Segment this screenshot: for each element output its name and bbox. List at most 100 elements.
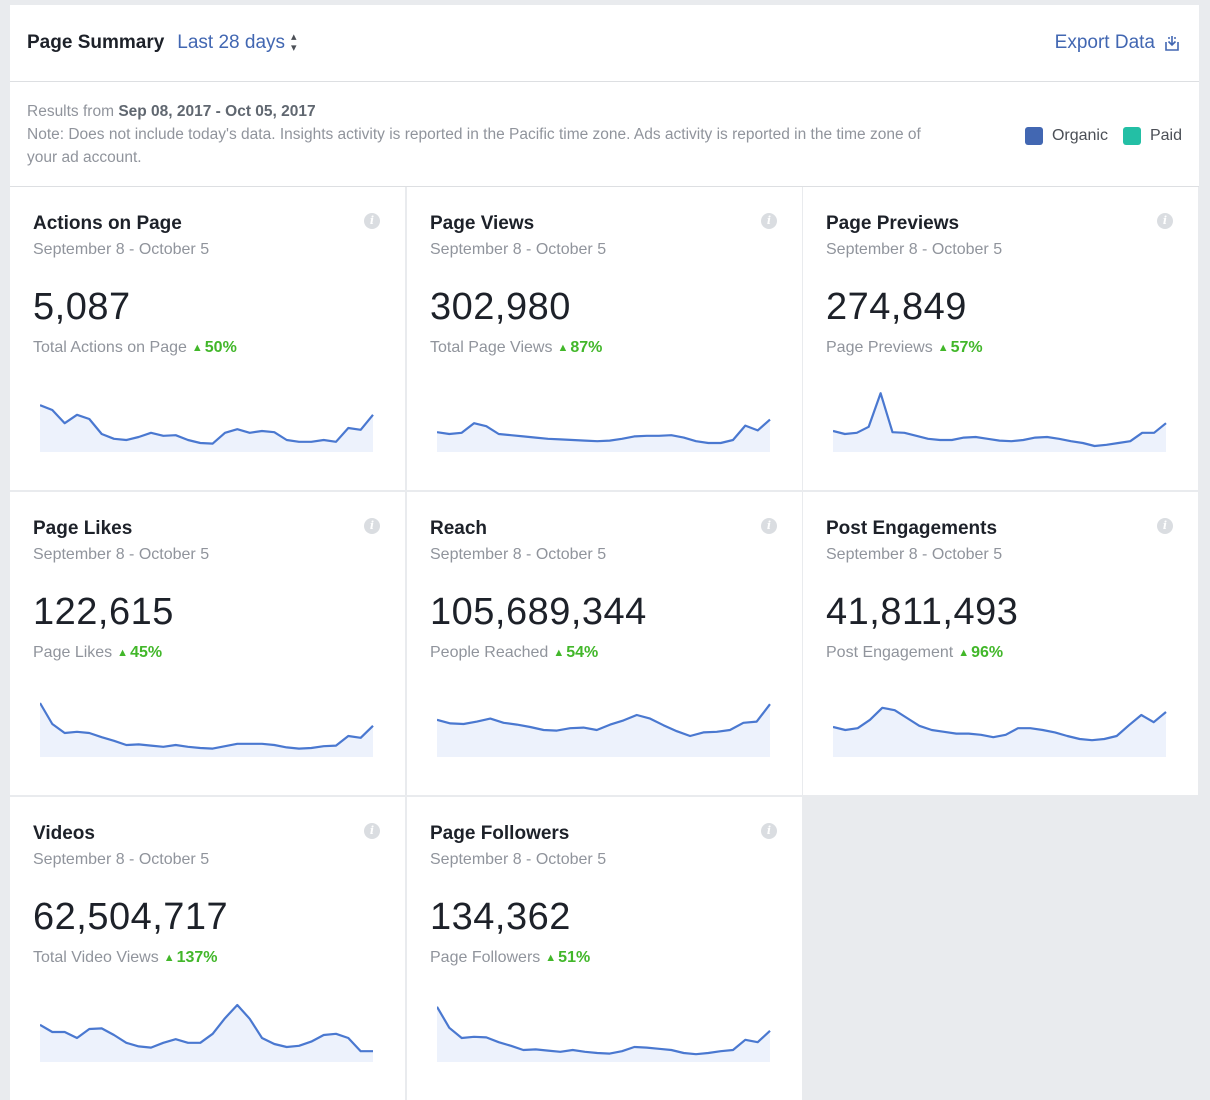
sparkline-line (40, 404, 374, 445)
metric-change-pct: 51% (558, 949, 591, 966)
metric-change-pct: 45% (130, 644, 163, 661)
metric-change: ▲ 45% (117, 644, 162, 662)
sparkline-line (833, 392, 1167, 448)
info-icon[interactable]: i (364, 823, 380, 839)
sparkline-area (833, 393, 1166, 452)
metric-date-range: September 8 - October 5 (33, 851, 210, 868)
metric-change: ▲ 54% (553, 644, 598, 662)
sparkline-chart (833, 706, 1167, 757)
up-arrow-icon: ▲ (191, 342, 203, 354)
metric-sub-label: Post Engagement (826, 644, 954, 661)
sparkline-area (833, 707, 1166, 757)
metric-title: Post Engagements (826, 518, 998, 539)
info-icon[interactable]: i (761, 823, 777, 839)
date-range-dropdown[interactable]: Last 28 days ▴ ▾ (177, 32, 296, 54)
metric-sub-label: Total Video Views (33, 949, 159, 966)
metric-title: Page Previews (826, 213, 960, 234)
metric-subtitle: Total Page Views ▲ 87% (430, 339, 602, 357)
metric-value: 105,689,344 (430, 591, 647, 633)
metric-card[interactable]: Post Engagements September 8 - October 5 i… (803, 492, 1198, 795)
metric-title: Reach (430, 518, 488, 539)
metric-title: Page Followers (430, 823, 570, 844)
sparkline-chart (437, 418, 771, 452)
up-arrow-icon: ▲ (545, 952, 557, 964)
sparkline-line (437, 1006, 771, 1056)
info-icon[interactable]: i (364, 518, 380, 534)
legend-paid-label: Paid (1149, 127, 1182, 144)
metric-title: Actions on Page (33, 213, 182, 234)
metric-title: Page Likes (33, 518, 133, 539)
metric-title: Videos (33, 823, 95, 844)
results-dates: Sep 08, 2017 - Oct 05, 2017 (118, 103, 316, 120)
metric-card[interactable]: Page Followers September 8 - October 5 i 13… (407, 797, 802, 1100)
paid-swatch (1122, 126, 1141, 145)
info-icon[interactable]: i (761, 518, 777, 534)
metric-change: ▲ 96% (958, 644, 1003, 662)
metric-card[interactable]: Reach September 8 - October 5 i 105,689,344… (407, 492, 802, 795)
metric-value: 302,980 (430, 286, 571, 328)
sort-caret-icon: ▴ ▾ (291, 31, 297, 54)
sparkline-line (833, 706, 1167, 742)
legend: Organic Paid (1010, 124, 1182, 147)
legend-organic: Organic (1024, 124, 1108, 147)
export-data-button[interactable]: Export Data (1055, 32, 1181, 54)
metric-change-pct: 96% (971, 644, 1004, 661)
metric-change: ▲ 87% (557, 339, 602, 357)
metric-card[interactable]: Videos September 8 - October 5 i 62,504,717… (10, 797, 405, 1100)
organic-swatch (1024, 126, 1043, 145)
metric-sub-label: Total Page Views (430, 339, 553, 356)
sparkline-chart (437, 703, 771, 757)
metric-change-pct: 87% (570, 339, 603, 356)
sparkline-line (437, 418, 771, 445)
metric-card[interactable]: Page Previews September 8 - October 5 i 274… (803, 187, 1198, 490)
metric-change-pct: 137% (176, 949, 218, 966)
up-arrow-icon: ▲ (557, 342, 569, 354)
metric-value: 5,087 (33, 286, 131, 328)
up-arrow-icon: ▲ (553, 647, 565, 659)
legend-organic-label: Organic (1051, 127, 1108, 144)
metric-card[interactable]: Page Views September 8 - October 5 i 302,98… (407, 187, 802, 490)
metric-sub-label: Total Actions on Page (33, 339, 187, 356)
metric-subtitle: People Reached ▲ 54% (430, 644, 598, 662)
metric-subtitle: Total Actions on Page ▲ 50% (33, 339, 237, 357)
metric-sub-label: Page Followers (430, 949, 541, 966)
info-icon[interactable]: i (364, 213, 380, 229)
metric-card[interactable]: Page Likes September 8 - October 5 i 122,61… (10, 492, 405, 795)
export-data-label: Export Data (1054, 32, 1155, 53)
sparkline-chart (40, 702, 374, 757)
sparkline-chart (40, 404, 374, 452)
summary-header: Page Summary Last 28 days ▴ ▾ Export Data (10, 5, 1199, 82)
note-text: Note: Does not include today's data. Ins… (27, 126, 921, 166)
sparkline-chart (833, 392, 1167, 452)
info-icon[interactable]: i (1157, 518, 1173, 534)
info-icon[interactable]: i (1157, 213, 1173, 229)
sparkline-area (437, 419, 770, 452)
up-arrow-icon: ▲ (958, 647, 970, 659)
sparkline-line (40, 1003, 373, 1053)
metric-subtitle: Page Likes ▲ 45% (33, 644, 162, 662)
results-note: Results from Sep 08, 2017 - Oct 05, 2017… (10, 82, 1199, 187)
sparkline-area (40, 703, 373, 757)
up-arrow-icon: ▲ (163, 952, 175, 964)
up-arrow-icon: ▲ (937, 342, 949, 354)
metric-date-range: September 8 - October 5 (33, 546, 210, 563)
metric-value: 134,362 (430, 896, 571, 938)
metric-change-pct: 57% (950, 339, 983, 356)
metric-change: ▲ 51% (545, 949, 590, 967)
page-title: Page Summary (27, 32, 165, 53)
info-icon[interactable]: i (761, 213, 777, 229)
metric-date-range: September 8 - October 5 (430, 241, 607, 258)
sparkline-area (40, 1005, 373, 1062)
metric-change: ▲ 57% (938, 339, 983, 357)
metric-date-range: September 8 - October 5 (33, 241, 210, 258)
metric-sub-label: Page Likes (33, 644, 113, 661)
metric-title: Page Views (430, 213, 535, 234)
metric-value: 274,849 (826, 286, 967, 328)
sparkline-line (40, 702, 374, 750)
metric-card[interactable]: Actions on Page September 8 - October 5 i 5… (10, 187, 405, 490)
sparkline-line (437, 703, 771, 738)
sparkline-area (40, 405, 373, 452)
metric-change: ▲ 50% (192, 339, 237, 357)
metric-change: ▲ 137% (164, 949, 218, 967)
legend-paid: Paid (1122, 124, 1182, 147)
